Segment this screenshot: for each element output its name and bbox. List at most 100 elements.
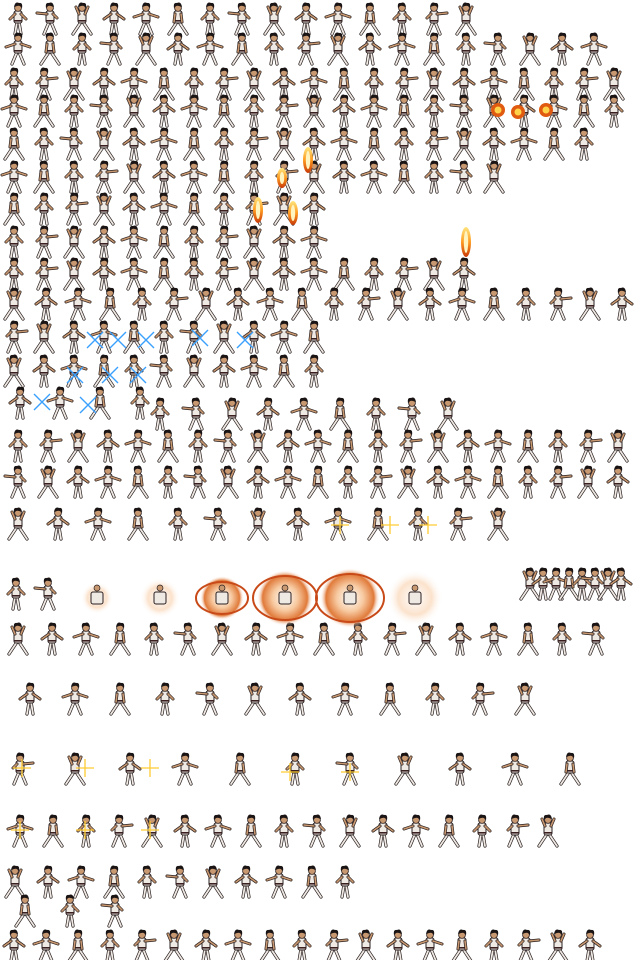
fighter-sprite	[265, 865, 293, 899]
fighter-sprite	[103, 865, 125, 899]
fighter-sprite	[120, 257, 148, 291]
fighter-sprite	[264, 32, 284, 66]
fighter-sprite	[332, 94, 356, 128]
fighter-sprite	[5, 320, 29, 354]
fighter-sprite	[371, 814, 395, 848]
fighter-sprite	[517, 929, 541, 960]
fighter-sprite	[329, 397, 351, 431]
fighter-sprite	[510, 127, 538, 161]
fighter-sprite	[456, 429, 480, 463]
fighter-sprite	[64, 752, 86, 786]
fighter-sprite	[213, 94, 235, 128]
aura-burst	[140, 578, 180, 618]
fighter-sprite	[383, 622, 407, 656]
fighter-sprite	[294, 2, 318, 36]
fighter-sprite	[144, 622, 164, 656]
fighter-sprite	[65, 192, 89, 226]
fighter-sprite	[537, 814, 559, 848]
fighter-sprite	[456, 32, 476, 66]
fighter-sprite	[42, 814, 64, 848]
fighter-sprite	[180, 160, 208, 194]
fighter-sprite	[122, 192, 146, 226]
fighter-sprite	[274, 814, 294, 848]
fighter-sprite	[60, 354, 88, 388]
fighter-sprite	[180, 94, 208, 128]
fighter-sprite	[394, 127, 414, 161]
fighter-sprite	[333, 67, 355, 101]
fighter-sprite	[33, 160, 55, 194]
fighter-sprite	[64, 160, 84, 194]
fighter-sprite	[292, 929, 312, 960]
fighter-sprite	[100, 929, 120, 960]
fighter-sprite	[610, 287, 634, 321]
fighter-sprite	[153, 67, 175, 101]
fighter-sprite	[165, 865, 189, 899]
fighter-sprite	[153, 257, 175, 291]
fighter-sprite	[607, 429, 629, 463]
fighter-sprite	[39, 429, 63, 463]
blue-spark	[109, 331, 127, 349]
fighter-sprite	[34, 287, 58, 321]
fighter-sprite	[35, 67, 59, 101]
fighter-sprite	[423, 32, 445, 66]
fighter-sprite	[300, 257, 328, 291]
fighter-sprite	[18, 682, 42, 716]
blue-spark	[79, 396, 97, 414]
fighter-sprite	[231, 32, 253, 66]
fighter-sprite	[89, 94, 113, 128]
fighter-sprite	[4, 67, 24, 101]
fighter-sprite	[152, 94, 176, 128]
yellow-spark	[76, 759, 94, 777]
fighter-sprite	[165, 287, 189, 321]
fighter-sprite	[393, 160, 415, 194]
fighter-sprite	[517, 429, 539, 463]
fighter-sprite	[259, 929, 281, 960]
fighter-sprite	[89, 386, 111, 420]
yellow-spark	[419, 516, 437, 534]
fighter-sprite	[369, 465, 393, 499]
fighter-sprite	[215, 67, 239, 101]
fighter-sprite	[270, 320, 298, 354]
fighter-sprite	[35, 2, 59, 36]
fighter-sprite	[213, 320, 235, 354]
fighter-sprite	[183, 465, 207, 499]
yellow-spark	[11, 821, 29, 839]
fighter-sprite	[63, 257, 85, 291]
fighter-sprite	[483, 287, 505, 321]
fighter-sprite	[579, 287, 601, 321]
fighter-sprite	[397, 397, 421, 431]
fighter-sprite	[32, 354, 56, 388]
fighter-sprite	[92, 225, 116, 259]
fighter-sprite	[549, 287, 573, 321]
fighter-sprite	[399, 429, 423, 463]
fighter-sprite	[547, 929, 569, 960]
fire-pillar	[303, 147, 313, 173]
fighter-sprite	[427, 429, 449, 463]
fighter-sprite	[217, 465, 239, 499]
fighter-sprite	[60, 894, 80, 928]
fighter-sprite	[425, 682, 445, 716]
fighter-sprite	[183, 192, 205, 226]
fighter-sprite	[272, 225, 296, 259]
fighter-sprite	[301, 865, 323, 899]
fighter-sprite	[123, 160, 145, 194]
fighter-sprite	[335, 752, 359, 786]
yellow-spark	[141, 759, 159, 777]
fighter-sprite	[324, 2, 352, 36]
effects-layer	[11, 103, 553, 839]
fighter-sprite	[366, 397, 386, 431]
fireball	[511, 105, 525, 119]
fighter-sprite	[395, 257, 419, 291]
fighter-sprite	[364, 257, 384, 291]
yellow-spark	[341, 763, 359, 781]
fighter-sprite	[579, 429, 603, 463]
aura-burst	[315, 568, 385, 628]
fighter-sprite	[482, 127, 506, 161]
fighter-sprite	[484, 429, 512, 463]
fighter-sprite	[363, 127, 385, 161]
fighter-sprite	[471, 682, 495, 716]
fighter-sprite	[276, 622, 304, 656]
fighter-sprite	[133, 929, 157, 960]
fighter-sprite	[514, 682, 536, 716]
fighter-sprite	[367, 507, 389, 541]
